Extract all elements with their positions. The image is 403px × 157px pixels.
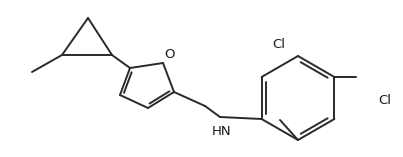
Text: Cl: Cl bbox=[378, 94, 391, 106]
Text: Cl: Cl bbox=[272, 38, 285, 51]
Text: O: O bbox=[164, 48, 174, 61]
Text: HN: HN bbox=[212, 125, 232, 138]
